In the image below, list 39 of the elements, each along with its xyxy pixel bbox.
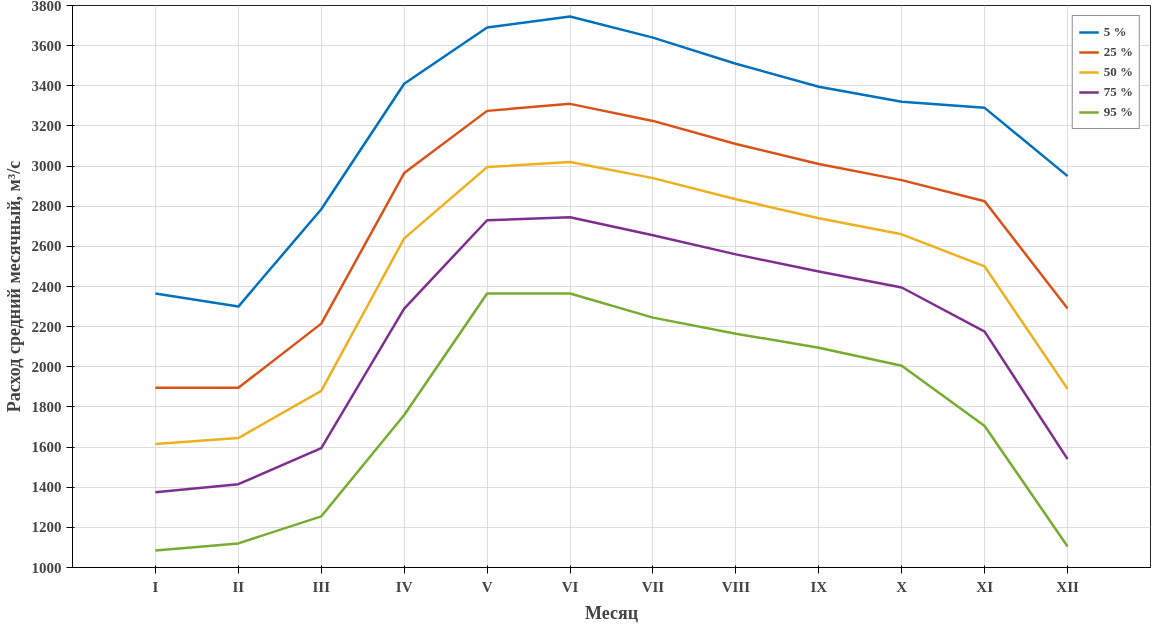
y-tick-label: 3600: [31, 37, 62, 54]
y-tick-label: 1200: [31, 519, 62, 536]
legend-label: 95 %: [1103, 104, 1133, 120]
y-tick-label: 3200: [31, 117, 62, 134]
x-tick-label: VII: [641, 578, 665, 595]
y-tick-label: 3000: [31, 158, 62, 175]
y-tick-label: 2600: [31, 238, 62, 255]
x-tick-label: IX: [810, 578, 828, 595]
line-series: [154, 15, 1069, 308]
legend-label: 75 %: [1103, 84, 1133, 100]
x-tick-label: VIII: [721, 578, 751, 595]
line-series: [154, 292, 1069, 552]
legend-label: 5 %: [1103, 24, 1127, 40]
legend-label: 25 %: [1103, 44, 1133, 60]
x-axis-title: Месяц: [584, 602, 639, 623]
line-series: [154, 160, 1069, 446]
y-tick-label: 1000: [31, 559, 62, 576]
y-tick-label: 1800: [31, 398, 62, 415]
y-tick-label: 2200: [31, 318, 62, 335]
y-tick-label: 2400: [31, 278, 62, 295]
x-tick-label: VI: [561, 578, 579, 595]
x-tick-label: I: [152, 578, 159, 595]
x-tick-label: X: [896, 578, 908, 595]
y-tick-label: 3800: [31, 0, 62, 14]
x-tick-label: V: [481, 578, 493, 595]
y-tick-label: 3400: [31, 77, 62, 94]
x-tick-label: II: [232, 578, 245, 595]
x-tick-label: XI: [976, 578, 994, 595]
line-series: [154, 102, 1069, 390]
x-tick-label: III: [312, 578, 331, 595]
legend-label: 50 %: [1103, 64, 1133, 80]
line-series: [154, 216, 1069, 494]
y-tick-label: 2800: [31, 198, 62, 215]
y-tick-label: 2000: [31, 358, 62, 375]
y-axis-title: Расход средний месячный, м³/с: [3, 160, 24, 413]
y-tick-label: 1600: [31, 439, 62, 456]
x-tick-label: IV: [395, 578, 413, 595]
y-tick-label: 1400: [31, 479, 62, 496]
x-tick-label: XII: [1056, 578, 1079, 595]
